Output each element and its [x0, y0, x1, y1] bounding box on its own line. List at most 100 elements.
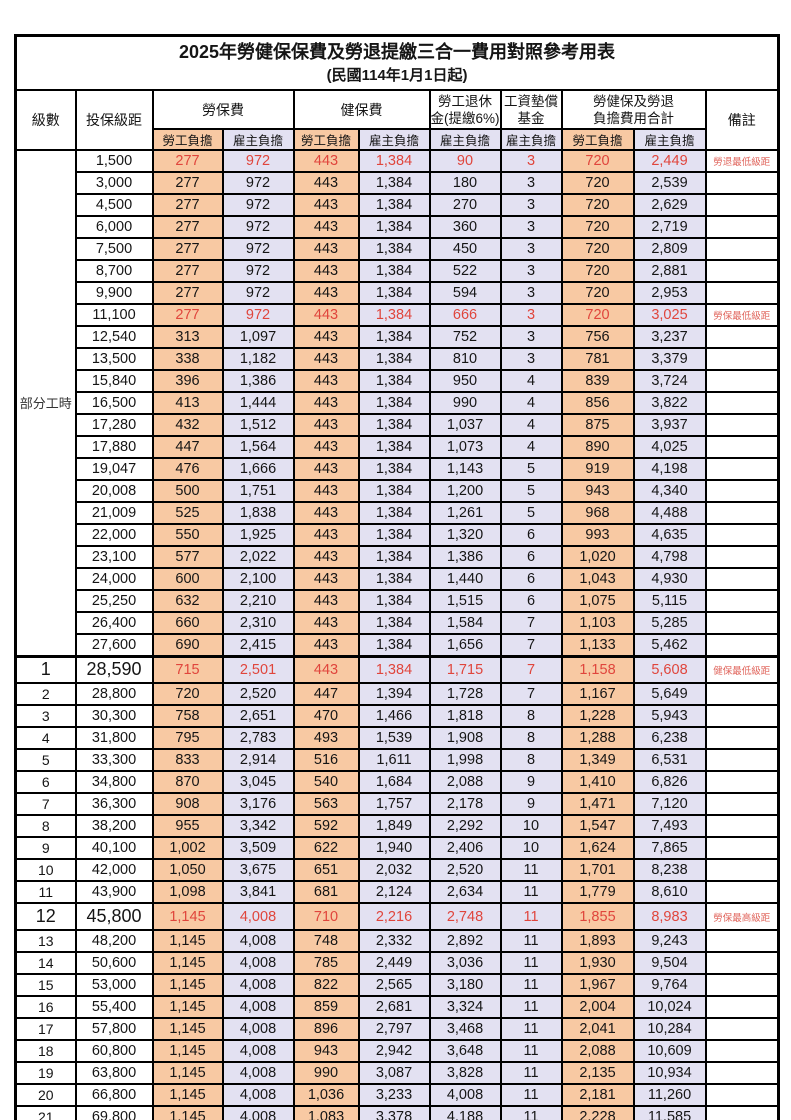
part-time-label-cell: 部分工時	[14, 149, 77, 657]
value-cell: 1,145	[151, 973, 224, 997]
value-cell: 1,471	[560, 792, 635, 816]
value-cell: 2,809	[632, 237, 707, 261]
value-cell: 10,024	[632, 995, 707, 1019]
table-row: 25,250 632 2,210 443 1,384 1,515 6 1,075 5,115	[16, 589, 780, 613]
table-row: 13,500 338 1,182 443 1,384 810 3 781 3,379	[16, 347, 780, 371]
value-cell: 3,237	[632, 325, 707, 349]
value-cell: 1,133	[560, 633, 635, 657]
table-row: 18 60,800 1,145 4,008 943 2,942 3,648 11 2,088 10…	[14, 1039, 780, 1063]
remark-cell	[704, 391, 780, 415]
table-row: 8,700 277 972 443 1,384 522 3 720 2,881	[16, 259, 780, 283]
remark-cell	[704, 215, 780, 239]
level-cell: 7	[14, 792, 77, 816]
remark-cell	[704, 171, 780, 195]
value-cell: 3,509	[221, 836, 295, 860]
level-cell: 5	[14, 748, 77, 772]
bracket-cell: 57,800	[74, 1017, 154, 1041]
value-cell: 1,728	[428, 682, 502, 706]
value-cell: 1,818	[428, 704, 502, 728]
value-cell: 2,228	[560, 1105, 635, 1120]
bracket-cell: 12,540	[74, 325, 154, 349]
remark-cell	[704, 770, 780, 794]
col-header-level: 級數	[14, 89, 77, 151]
value-cell: 1,547	[560, 814, 635, 838]
value-cell: 795	[151, 726, 224, 750]
value-cell: 1,410	[560, 770, 635, 794]
value-cell: 443	[292, 457, 360, 481]
bracket-cell: 17,880	[74, 435, 154, 459]
pension-line2: 金(提繳6%)	[430, 110, 500, 126]
remark-cell	[704, 1061, 780, 1085]
value-cell: 1,386	[428, 545, 502, 569]
value-cell: 632	[151, 589, 224, 613]
value-cell: 7,493	[632, 814, 707, 838]
level-cell: 21	[14, 1105, 77, 1120]
value-cell: 493	[292, 726, 360, 750]
wage-fund-line1: 工資墊償	[504, 93, 558, 109]
level-cell: 6	[14, 770, 77, 794]
value-cell: 972	[221, 215, 295, 239]
remark-cell: 健保最低級距	[704, 654, 780, 684]
value-cell: 919	[560, 457, 635, 481]
bracket-cell: 11,100	[74, 303, 154, 327]
value-cell: 720	[560, 281, 635, 305]
value-cell: 11	[499, 995, 563, 1019]
remark-cell	[704, 193, 780, 217]
value-cell: 1,384	[357, 259, 431, 283]
value-cell: 2,210	[221, 589, 295, 613]
value-cell: 9	[499, 792, 563, 816]
value-cell: 2,651	[221, 704, 295, 728]
value-cell: 785	[292, 951, 360, 975]
value-cell: 1,384	[357, 611, 431, 635]
value-cell: 338	[151, 347, 224, 371]
value-cell: 1,145	[151, 995, 224, 1019]
bracket-cell: 55,400	[74, 995, 154, 1019]
remark-cell	[704, 501, 780, 525]
value-cell: 622	[292, 836, 360, 860]
value-cell: 972	[221, 281, 295, 305]
bracket-cell: 24,000	[74, 567, 154, 591]
bracket-cell: 48,200	[74, 929, 154, 953]
value-cell: 6,826	[632, 770, 707, 794]
value-cell: 756	[560, 325, 635, 349]
value-cell: 1,779	[560, 880, 635, 904]
level-cell: 16	[14, 995, 77, 1019]
bracket-cell: 28,590	[74, 654, 154, 684]
remark-cell	[704, 814, 780, 838]
value-cell: 720	[560, 259, 635, 283]
value-cell: 2,216	[357, 902, 431, 931]
remark-cell: 勞保最高級距	[704, 902, 780, 931]
value-cell: 2,292	[428, 814, 502, 838]
title-cell: 2025年勞健保保費及勞退提繳三合一費用對照參考用表 (民國114年1月1日起)	[14, 34, 780, 91]
value-cell: 1,384	[357, 325, 431, 349]
value-cell: 1,145	[151, 1017, 224, 1041]
value-cell: 11	[499, 1061, 563, 1085]
value-cell: 822	[292, 973, 360, 997]
value-cell: 443	[292, 545, 360, 569]
remark-cell	[704, 1017, 780, 1041]
remark-cell	[704, 237, 780, 261]
value-cell: 4,008	[428, 1083, 502, 1107]
value-cell: 955	[151, 814, 224, 838]
value-cell: 4,340	[632, 479, 707, 503]
value-cell: 1,075	[560, 589, 635, 613]
value-cell: 1,394	[357, 682, 431, 706]
level-cell: 20	[14, 1083, 77, 1107]
value-cell: 6,238	[632, 726, 707, 750]
value-cell: 3,025	[632, 303, 707, 327]
remark-cell	[704, 545, 780, 569]
table-row: 1 28,590 715 2,501 443 1,384 1,715 7 1,158 5,608 健…	[14, 654, 780, 684]
value-cell: 968	[560, 501, 635, 525]
bracket-cell: 63,800	[74, 1061, 154, 1085]
value-cell: 1,384	[357, 457, 431, 481]
value-cell: 1,200	[428, 479, 502, 503]
value-cell: 1,384	[357, 413, 431, 437]
table-row: 21,009 525 1,838 443 1,384 1,261 5 968 4,488	[16, 501, 780, 525]
value-cell: 3	[499, 347, 563, 371]
value-cell: 600	[151, 567, 224, 591]
value-cell: 4	[499, 391, 563, 415]
value-cell: 4,025	[632, 435, 707, 459]
value-cell: 1,384	[357, 501, 431, 525]
table-row: 15 53,000 1,145 4,008 822 2,565 3,180 11 1,967 9,…	[14, 973, 780, 997]
bracket-cell: 34,800	[74, 770, 154, 794]
